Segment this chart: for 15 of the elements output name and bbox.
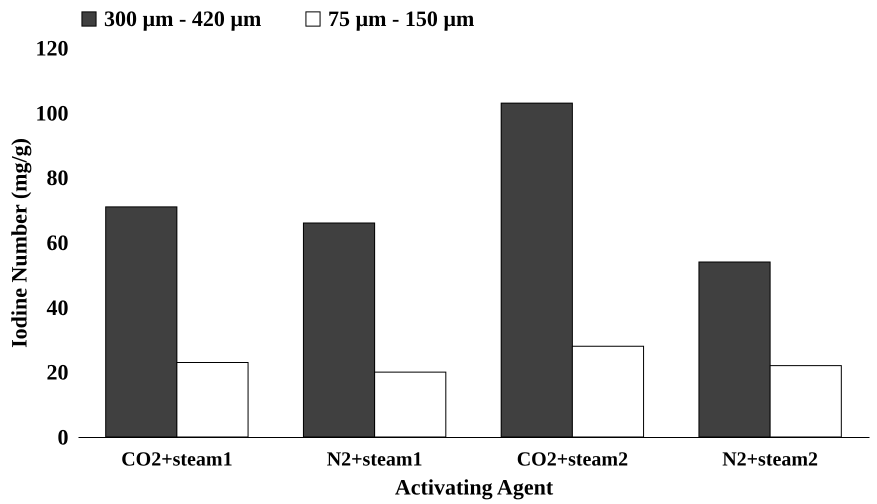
y-tick-label: 100	[36, 100, 68, 126]
y-tick-label: 120	[36, 36, 68, 60]
x-tick-label: N2+steam1	[326, 448, 423, 470]
y-tick-label: 20	[46, 360, 68, 385]
legend-label: 300 µm - 420 µm	[104, 6, 262, 31]
x-tick-label: N2+steam2	[722, 448, 818, 470]
y-tick-label: 0	[58, 424, 68, 450]
x-axis-title: Activating Agent	[394, 474, 554, 500]
x-tick-label: CO2+steam1	[121, 448, 233, 470]
legend-label: 75 µm - 150 µm	[328, 6, 474, 31]
y-tick-label: 40	[46, 294, 68, 320]
y-axis-title: Iodine Number (mg/g)	[6, 138, 32, 348]
x-tick-label: CO2+steam2	[516, 448, 628, 470]
y-tick-label: 60	[46, 230, 68, 255]
y-tick-label: 80	[46, 165, 68, 190]
